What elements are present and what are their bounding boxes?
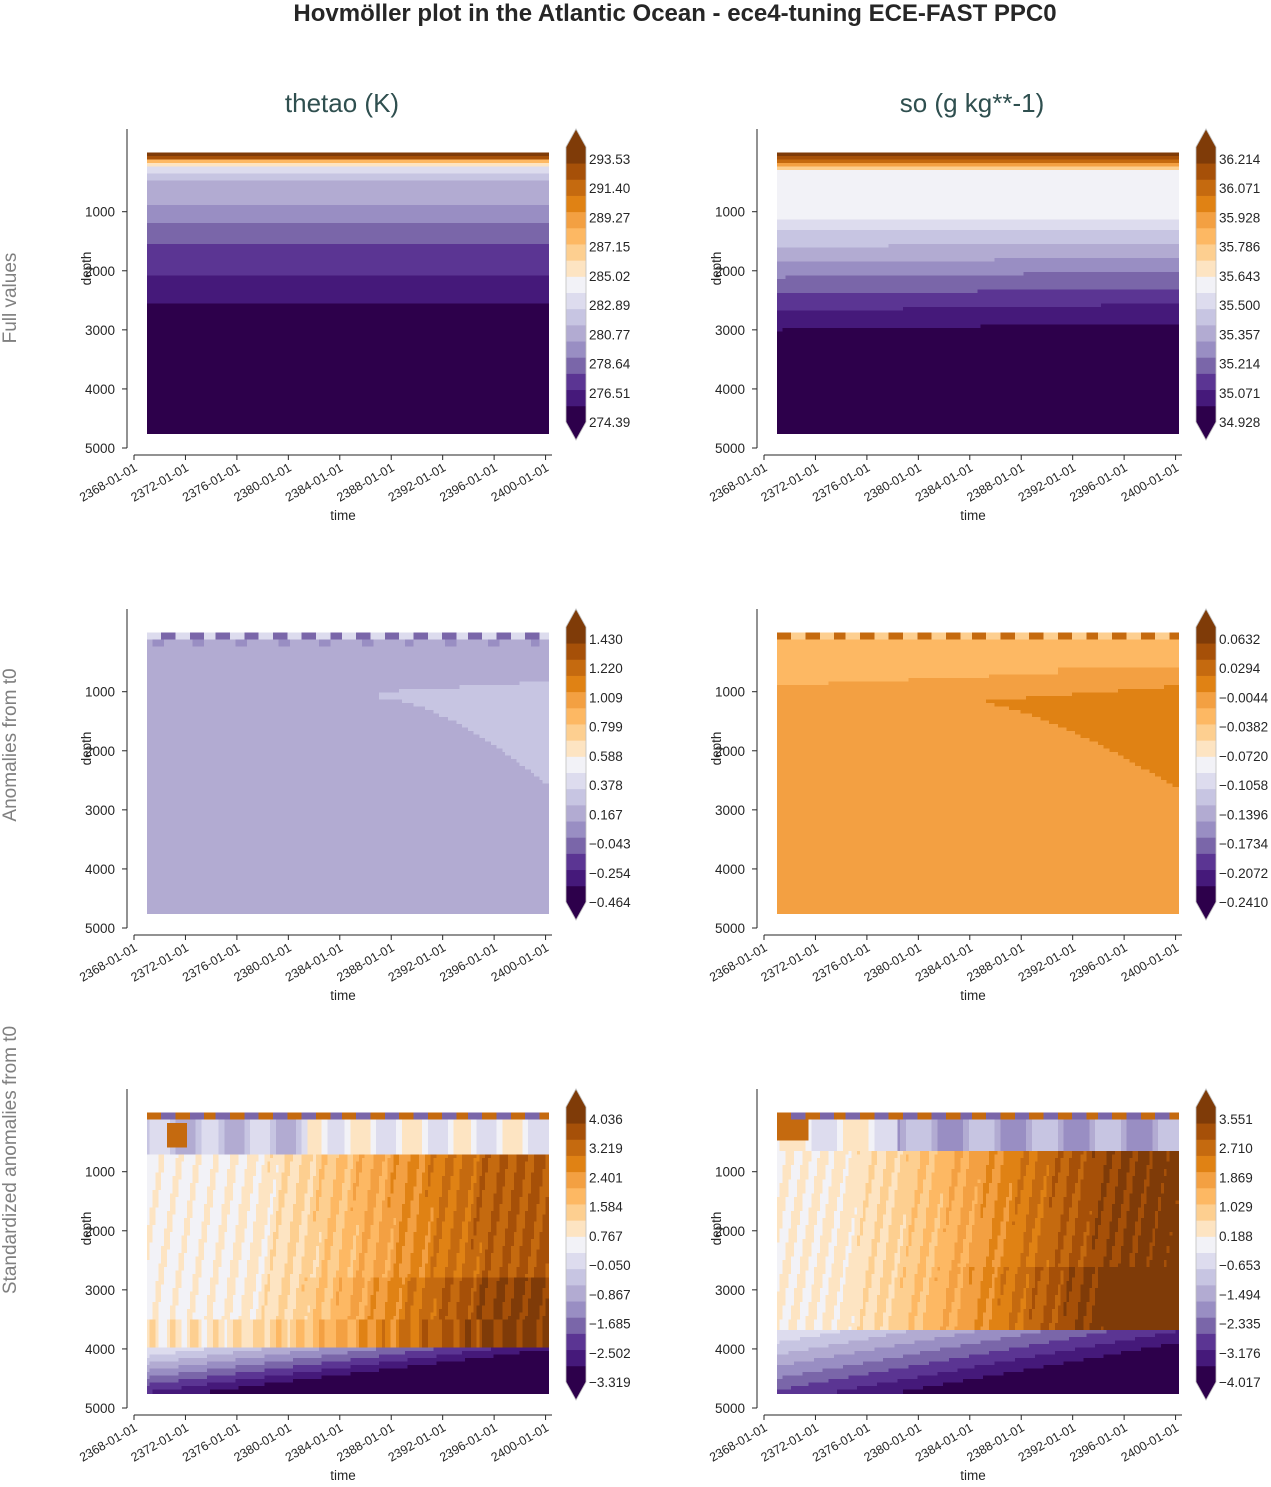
column-title-thetao: thetao (K): [285, 88, 399, 118]
panel-thetao-full: 2368-01-012372-01-012376-01-012380-01-01…: [77, 129, 631, 523]
heatmap-cell: [545, 153, 548, 157]
row-title-standardized-anomalies: Standardized anomalies from t0: [0, 1026, 21, 1294]
figure-canvas: Hovmöller plot in the Atlantic Ocean - e…: [0, 0, 1271, 1482]
figure: Hovmöller plot in the Atlantic Ocean - e…: [0, 0, 1271, 1482]
heatmap-field: [147, 153, 549, 434]
column-title-so: so (g kg**-1): [900, 88, 1045, 118]
heatmap-cell: [545, 156, 548, 160]
figure-title: Hovmöller plot in the Atlantic Ocean - e…: [293, 0, 1056, 27]
row-title-full-values: Full values: [0, 253, 21, 344]
row-title-anomalies: Anomalies from t0: [0, 668, 21, 821]
panels: 2368-01-012372-01-012376-01-012380-01-01…: [77, 129, 1269, 1482]
